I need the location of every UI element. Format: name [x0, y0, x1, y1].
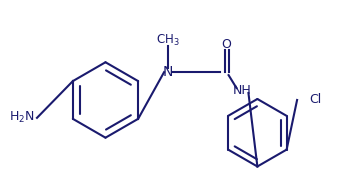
Text: H$_2$N: H$_2$N — [9, 110, 35, 125]
Text: CH$_3$: CH$_3$ — [156, 33, 180, 48]
Text: O: O — [222, 38, 231, 51]
Text: Cl: Cl — [309, 94, 321, 107]
Text: NH: NH — [233, 84, 252, 97]
Text: N: N — [163, 65, 173, 79]
